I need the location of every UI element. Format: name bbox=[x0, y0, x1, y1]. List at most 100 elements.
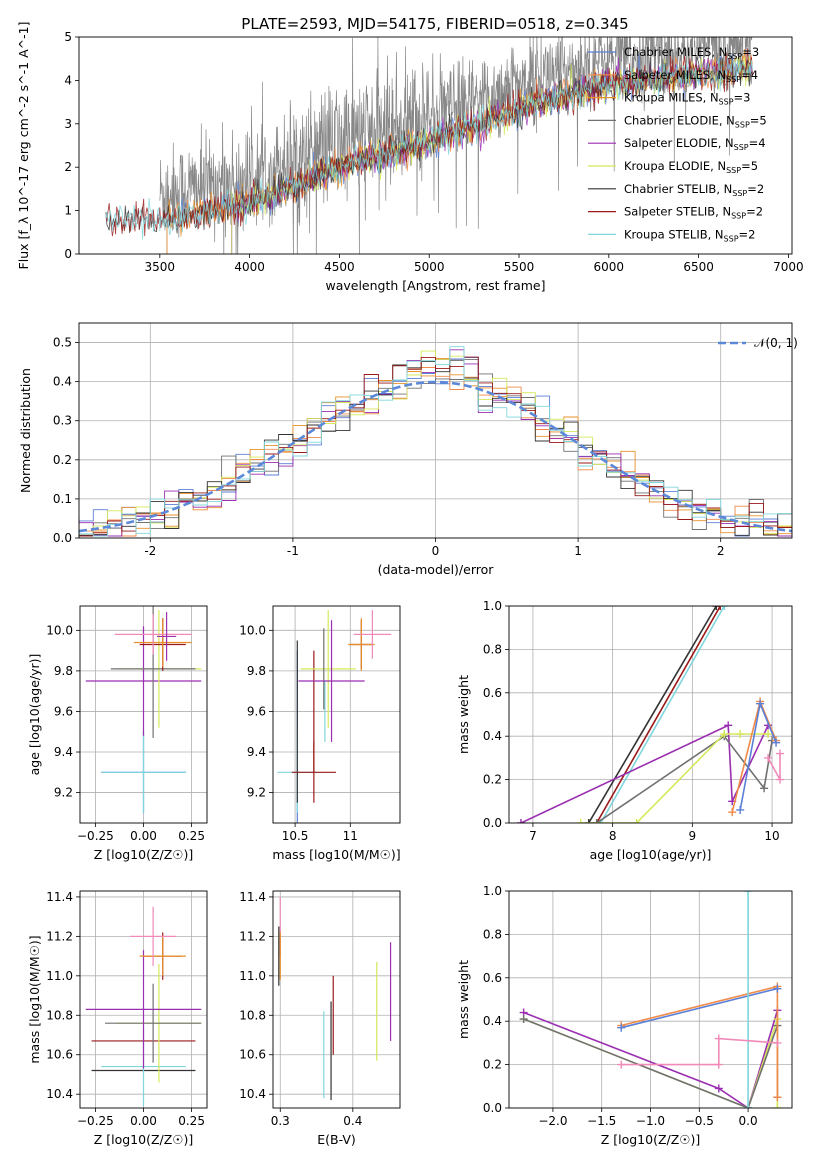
y-tick-label: 9.4 bbox=[247, 745, 266, 759]
x-tick-label: 0.0 bbox=[739, 1114, 758, 1128]
y-tick-label: 0.4 bbox=[53, 375, 72, 389]
mass-vs-metallicity-panel: −0.25 0.00 0.25 10.4 10.6 10.8 11.0 11.2 11.4 Z [… bbox=[27, 890, 208, 1147]
weight-marker bbox=[576, 819, 585, 823]
y-tick-label: 2 bbox=[64, 160, 72, 174]
weight-marker bbox=[744, 891, 753, 895]
plot-area bbox=[105, 37, 753, 254]
legend-label-sub: SSP bbox=[726, 166, 741, 175]
axes-frame bbox=[78, 36, 793, 255]
model-spectrum-6 bbox=[105, 54, 753, 234]
weight-marker bbox=[773, 1038, 782, 1047]
plot-area bbox=[79, 323, 792, 538]
y-tick-label: 0.4 bbox=[483, 729, 502, 743]
weight-series-2 bbox=[523, 1018, 779, 1108]
spectrum-panel: 3500 4000 4500 5000 5500 6000 6500 7000 0 1 2 3 4 5 wa… bbox=[16, 22, 804, 293]
plot-area bbox=[80, 606, 207, 823]
y-tick-label: 10.0 bbox=[239, 623, 266, 637]
x-tick-label: −0.25 bbox=[77, 1114, 114, 1128]
weight-series-6 bbox=[621, 1037, 778, 1066]
residual-histogram-8 bbox=[79, 346, 792, 537]
y-axis-label: Normed distribution bbox=[18, 368, 33, 493]
x-tick-label: 6500 bbox=[683, 260, 714, 274]
axes-frame bbox=[508, 605, 793, 824]
x-tick-label: 0.00 bbox=[130, 1114, 157, 1128]
x-tick-label: 10 bbox=[764, 829, 779, 843]
legend-label-base: Chabrier STELIB, N bbox=[624, 182, 732, 196]
legend-label: Chabrier ELODIE, NSSP=5 bbox=[624, 113, 767, 129]
y-axis-label: mass [log10(M/M☉)] bbox=[27, 935, 42, 1063]
y-tick-label: 11.0 bbox=[46, 969, 73, 983]
weight-marker bbox=[632, 819, 641, 823]
weight-marker bbox=[764, 730, 773, 739]
legend-label-base: Kroupa STELIB, N bbox=[624, 227, 724, 241]
weight-marker bbox=[720, 606, 729, 610]
y-tick-label: 10.4 bbox=[46, 1087, 73, 1101]
x-tick-label: -2 bbox=[144, 544, 156, 558]
y-tick-label: 11.4 bbox=[46, 890, 73, 904]
legend-label-base: Chabrier ELODIE, N bbox=[624, 113, 735, 127]
weight-marker bbox=[772, 738, 781, 747]
legend-label-tail: =5 bbox=[741, 159, 758, 173]
legend-label-tail: =2 bbox=[747, 182, 764, 196]
age-vs-metallicity-panel: −0.25 0.00 0.25 9.2 9.4 9.6 9.8 10.0 Z [log10(Z/… bbox=[27, 605, 208, 862]
legend-label: Salpeter STELIB, NSSP=2 bbox=[624, 205, 763, 221]
weight-vs-metallicity-panel: −2.0 −1.5 −1.0 −0.5 0.0 0.0 0.2 0.4 0.6 0.8 1.0 Z [… bbox=[456, 884, 793, 1147]
legend-label-sub: SSP bbox=[727, 52, 742, 61]
x-tick-label: 3500 bbox=[145, 260, 176, 274]
model-spectrum-8 bbox=[105, 56, 753, 240]
x-axis-label: age [log10(age/yr)] bbox=[590, 847, 712, 862]
y-tick-label: 10.4 bbox=[239, 1087, 266, 1101]
weight-marker bbox=[764, 753, 773, 762]
legend-label: Chabrier STELIB, NSSP=2 bbox=[624, 182, 764, 198]
observed-spectrum bbox=[159, 37, 753, 254]
legend-label-base: Chabrier MILES, N bbox=[624, 45, 727, 59]
legend-label-base: Kroupa ELODIE, N bbox=[624, 159, 726, 173]
y-tick-label: 9.2 bbox=[54, 786, 73, 800]
weight-marker bbox=[773, 984, 782, 993]
x-tick-label: 8 bbox=[609, 829, 617, 843]
errorbar-point bbox=[105, 983, 202, 1063]
x-tick-label: 0.25 bbox=[178, 1114, 205, 1128]
errorbar-point bbox=[114, 614, 192, 655]
weight-marker bbox=[714, 1084, 723, 1093]
weight-marker bbox=[714, 1034, 723, 1043]
x-tick-label: 5500 bbox=[504, 260, 535, 274]
y-tick-label: 1.0 bbox=[483, 884, 502, 898]
y-tick-label: 0.2 bbox=[53, 453, 72, 467]
legend-label: Salpeter MILES, NSSP=4 bbox=[624, 68, 758, 84]
x-tick-label: 1 bbox=[574, 544, 582, 558]
legend-label-base: Salpeter STELIB, N bbox=[624, 205, 731, 219]
legend-label-sub: SSP bbox=[726, 75, 741, 84]
weight-series-1 bbox=[596, 606, 721, 823]
plot-area bbox=[273, 606, 400, 823]
errorbar-point bbox=[130, 906, 177, 966]
y-axis-label: mass weight bbox=[456, 675, 471, 754]
axes-frame bbox=[272, 890, 401, 1109]
weight-marker bbox=[776, 775, 785, 784]
y-tick-label: 0.0 bbox=[483, 1101, 502, 1115]
errorbar-point bbox=[298, 620, 365, 742]
weight-marker bbox=[519, 1015, 528, 1024]
x-tick-label: 7000 bbox=[773, 260, 804, 274]
y-tick-label: 9.6 bbox=[54, 704, 73, 718]
y-tick-label: 10.0 bbox=[46, 623, 73, 637]
legend-label-sub: SSP bbox=[731, 212, 746, 221]
plot-area bbox=[80, 891, 207, 1108]
weight-marker bbox=[516, 819, 525, 823]
y-tick-label: 11.2 bbox=[239, 929, 266, 943]
weight-marker bbox=[720, 730, 729, 739]
x-tick-label: −0.5 bbox=[685, 1114, 714, 1128]
legend-label-sub: SSP bbox=[732, 189, 747, 198]
legend-label: Salpeter ELODIE, NSSP=4 bbox=[624, 136, 766, 152]
weight-marker bbox=[760, 784, 769, 793]
y-tick-label: 9.2 bbox=[247, 786, 266, 800]
x-tick-label: 0.3 bbox=[271, 1114, 290, 1128]
weight-marker bbox=[736, 805, 745, 814]
x-tick-label: -1 bbox=[287, 544, 299, 558]
y-tick-label: 0.2 bbox=[483, 1058, 502, 1072]
x-tick-label: −0.25 bbox=[77, 829, 114, 843]
errorbar-point bbox=[101, 731, 186, 813]
plot-area bbox=[509, 891, 792, 1108]
y-tick-label: 9.4 bbox=[54, 745, 73, 759]
y-tick-label: 11.2 bbox=[46, 929, 73, 943]
